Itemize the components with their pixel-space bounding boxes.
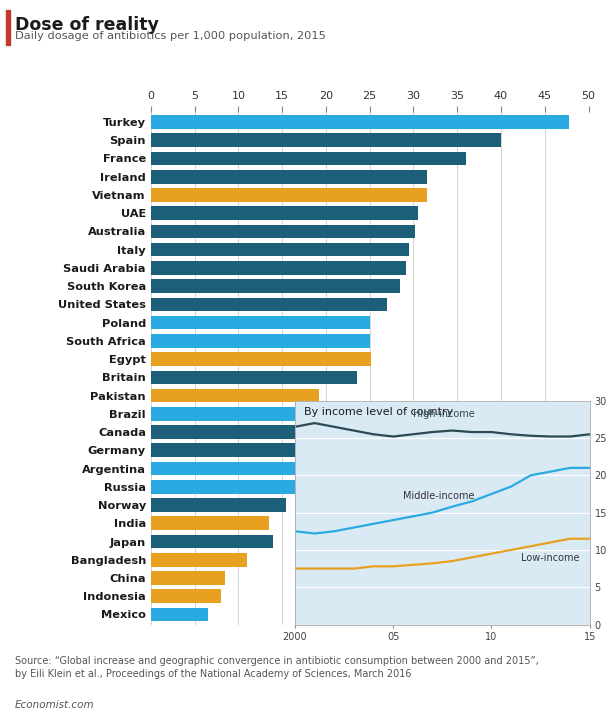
Bar — [151, 225, 415, 238]
Bar — [151, 297, 387, 311]
Bar — [151, 188, 427, 201]
Text: Source: “Global increase and geographic convergence in antibiotic consumption be: Source: “Global increase and geographic … — [15, 656, 539, 679]
Bar — [151, 571, 225, 585]
Bar — [151, 316, 370, 329]
Bar — [151, 352, 371, 366]
Bar — [151, 425, 313, 439]
Bar — [151, 608, 208, 622]
Bar — [151, 134, 501, 147]
Text: Middle-income: Middle-income — [403, 491, 474, 501]
Bar — [151, 480, 295, 494]
Text: High-income: High-income — [413, 409, 475, 419]
Bar — [151, 535, 274, 549]
Bar — [151, 261, 406, 275]
Bar — [151, 516, 269, 530]
Bar — [151, 407, 313, 421]
Bar — [151, 370, 356, 384]
Bar — [151, 170, 427, 183]
Text: Economist.com: Economist.com — [15, 700, 95, 710]
Bar — [151, 461, 304, 475]
Bar — [151, 388, 319, 402]
Bar — [151, 498, 286, 512]
Bar — [151, 243, 409, 256]
Bar — [151, 589, 221, 603]
Bar — [151, 152, 466, 165]
Text: Low-income: Low-income — [521, 553, 579, 563]
Bar — [151, 206, 418, 220]
Bar — [151, 115, 569, 129]
Bar — [151, 334, 370, 348]
Bar — [151, 443, 310, 457]
Text: Dose of reality: Dose of reality — [15, 16, 159, 34]
Bar — [151, 553, 247, 567]
Bar — [151, 279, 400, 293]
Text: Daily dosage of antibiotics per 1,000 population, 2015: Daily dosage of antibiotics per 1,000 po… — [15, 31, 326, 41]
Text: By income level of country: By income level of country — [304, 407, 453, 417]
